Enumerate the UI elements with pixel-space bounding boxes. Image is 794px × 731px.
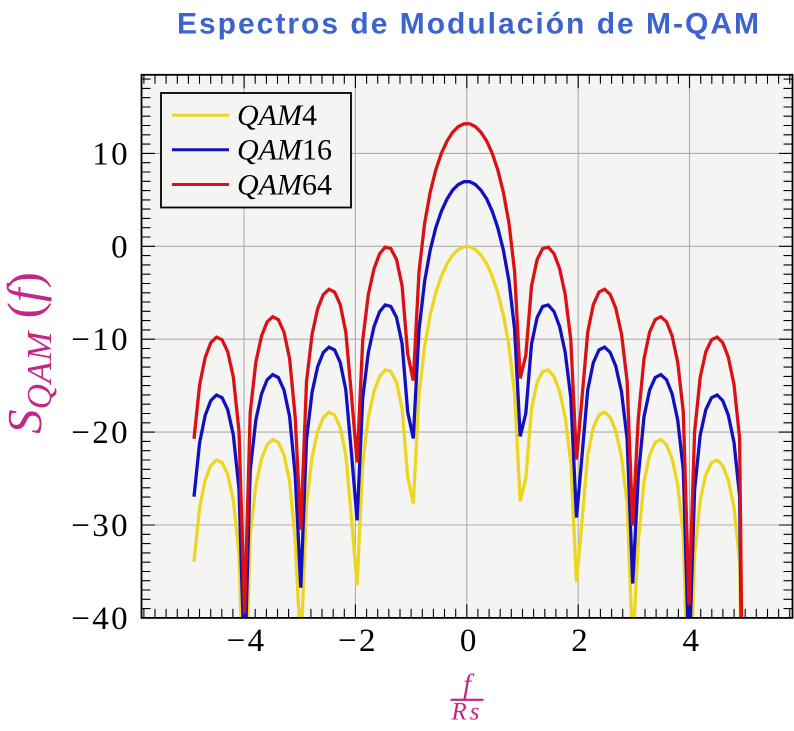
- svg-text:−2: −2: [338, 623, 378, 659]
- svg-text:10: 10: [92, 136, 130, 172]
- svg-text:−30: −30: [71, 508, 130, 544]
- svg-text:−40: −40: [71, 601, 130, 637]
- svg-text:2: 2: [571, 623, 590, 659]
- svg-text:4: 4: [683, 623, 702, 659]
- svg-text:0: 0: [460, 623, 479, 659]
- svg-text:0: 0: [111, 229, 130, 265]
- svg-text:QAM4: QAM4: [237, 99, 317, 132]
- svg-text:−4: −4: [227, 623, 267, 659]
- svg-text:Rs: Rs: [451, 699, 483, 726]
- svg-text:−10: −10: [71, 322, 130, 358]
- svg-text:Espectros de Modulación de M-Q: Espectros de Modulación de M-QAM: [177, 8, 761, 41]
- svg-text:QAM16: QAM16: [237, 134, 332, 167]
- svg-text:QAM64: QAM64: [237, 168, 332, 201]
- svg-text:SQAM (f): SQAM (f): [0, 272, 59, 434]
- svg-text:−20: −20: [71, 415, 130, 451]
